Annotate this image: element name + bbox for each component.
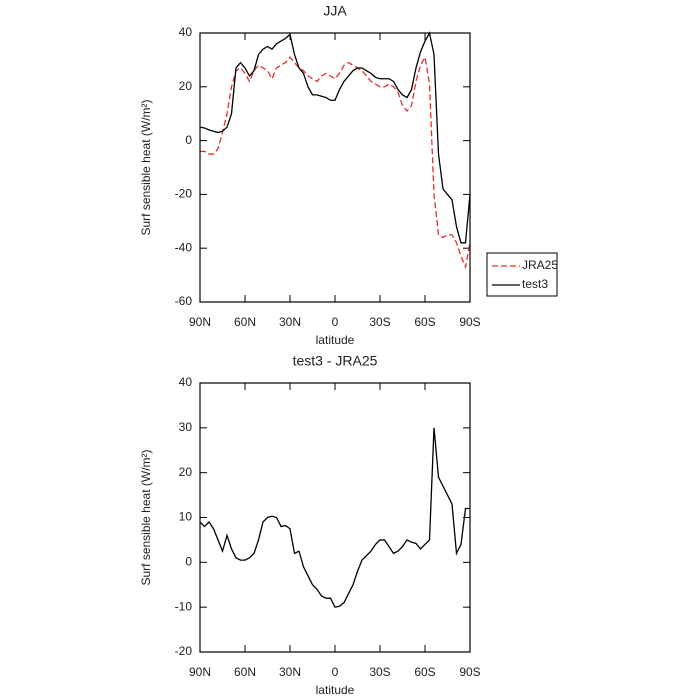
x-axis-label: latitude — [316, 683, 355, 697]
x-tick-label: 90N — [189, 315, 211, 329]
data-line — [199, 427, 470, 608]
y-tick-label: -10 — [175, 599, 193, 613]
legend-label: JRA25 — [522, 258, 558, 272]
x-tick-label: 30S — [369, 665, 390, 679]
x-tick-label: 60S — [414, 665, 435, 679]
data-line — [200, 55, 471, 270]
data-line — [199, 31, 471, 244]
y-tick-label: 0 — [185, 555, 192, 569]
y-axis-label: Surf sensible heat (W/m²) — [139, 99, 153, 235]
y-tick-label: 40 — [179, 25, 193, 39]
x-tick-label: 30N — [279, 315, 301, 329]
y-tick-label: -20 — [175, 644, 193, 658]
y-tick-label: 30 — [179, 420, 193, 434]
y-tick-label: 10 — [179, 510, 193, 524]
legend-label: test3 — [522, 277, 548, 291]
y-tick-label: -20 — [175, 187, 193, 201]
y-tick-label: 0 — [185, 133, 192, 147]
x-tick-label: 60N — [234, 315, 256, 329]
chart-title: test3 - JRA25 — [293, 353, 378, 369]
y-tick-label: 20 — [179, 465, 193, 479]
x-axis-label: latitude — [316, 333, 355, 347]
y-axis-label: Surf sensible heat (W/m²) — [139, 449, 153, 585]
y-tick-label: 40 — [179, 375, 193, 389]
x-tick-label: 0 — [332, 315, 339, 329]
x-tick-label: 30S — [369, 315, 390, 329]
x-tick-label: 90N — [189, 665, 211, 679]
x-tick-label: 0 — [332, 665, 339, 679]
chart-title: JJA — [323, 3, 347, 19]
y-tick-label: -60 — [175, 294, 193, 308]
x-tick-label: 90S — [459, 665, 480, 679]
x-tick-label: 30N — [279, 665, 301, 679]
x-tick-label: 60N — [234, 665, 256, 679]
legend-box — [486, 252, 558, 297]
plot-frame — [199, 382, 471, 653]
x-tick-label: 60S — [414, 315, 435, 329]
y-tick-label: -40 — [175, 240, 193, 254]
plot-frame — [199, 32, 471, 303]
y-tick-label: 20 — [179, 79, 193, 93]
x-tick-label: 90S — [459, 315, 480, 329]
